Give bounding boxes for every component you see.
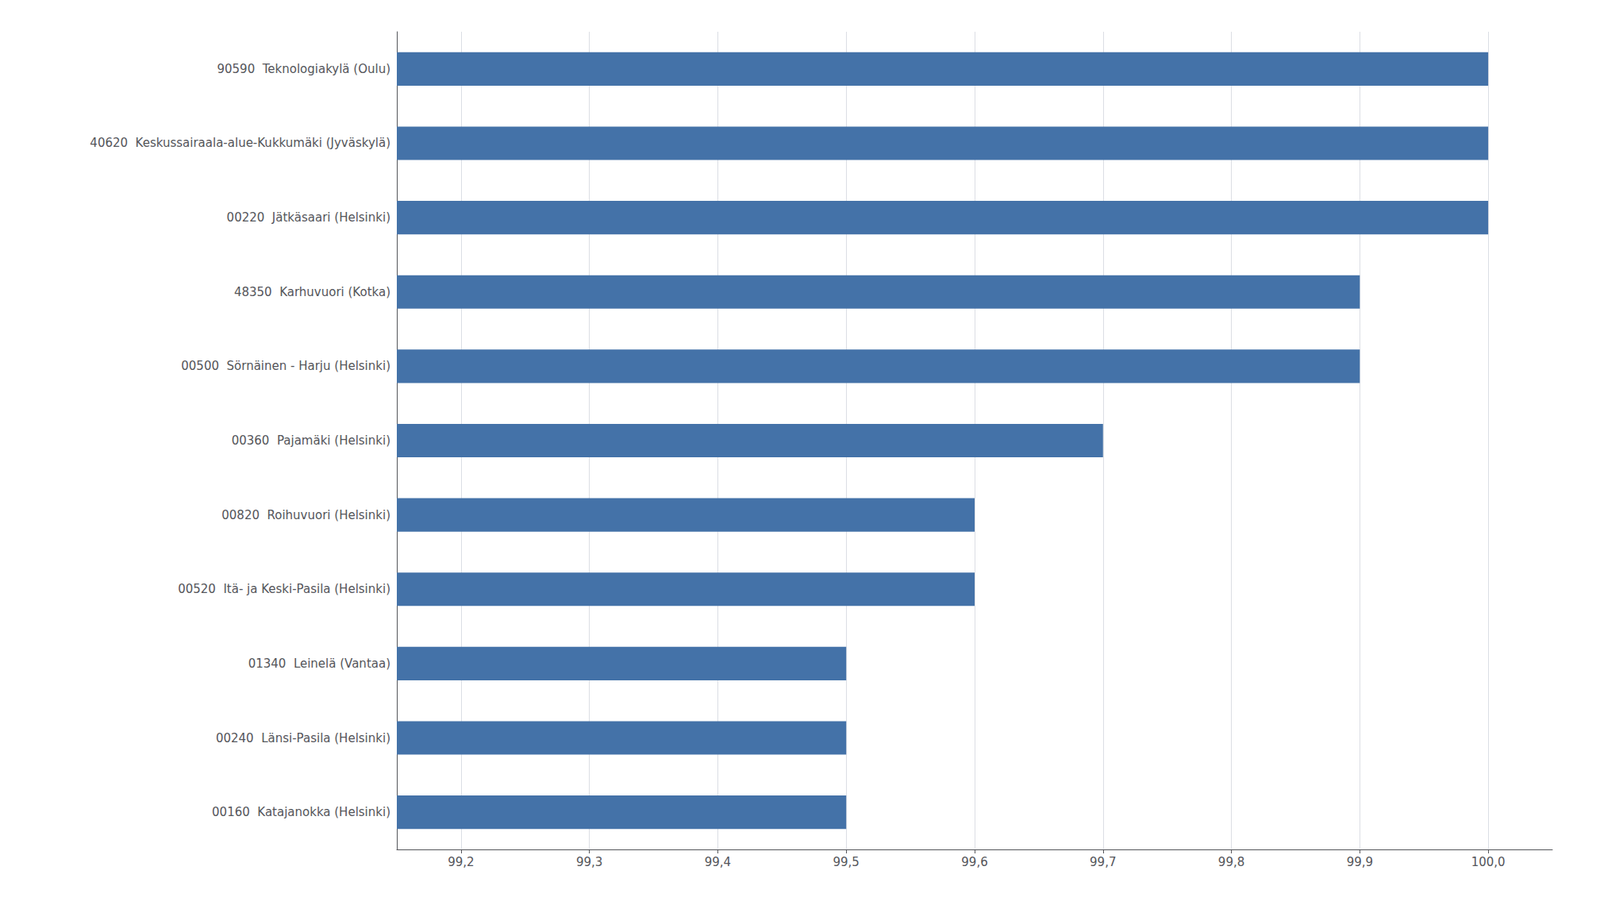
svg-text:40620 Keskussairaala-alue-Kuk: 40620 Keskussairaala-alue-Kukkumäki (Jyv… bbox=[89, 135, 391, 150]
svg-text:00520 Itä- ja Keski-Pasila (H: 00520 Itä- ja Keski-Pasila (Helsinki) bbox=[177, 581, 391, 597]
svg-text:99,5: 99,5 bbox=[833, 854, 860, 870]
svg-text:00820 Roihuvuori (Helsinki): 00820 Roihuvuori (Helsinki) bbox=[221, 507, 391, 523]
svg-text:99,7: 99,7 bbox=[1089, 854, 1116, 870]
svg-text:99,4: 99,4 bbox=[704, 854, 731, 870]
svg-text:48350 Karhuvuori (Kotka): 48350 Karhuvuori (Kotka) bbox=[234, 284, 391, 300]
svg-text:01340 Leinelä (Vantaa): 01340 Leinelä (Vantaa) bbox=[248, 656, 391, 671]
svg-text:00240 Länsi-Pasila (Helsinki): 00240 Länsi-Pasila (Helsinki) bbox=[215, 730, 391, 746]
svg-text:100,0: 100,0 bbox=[1471, 854, 1506, 870]
svg-text:99,8: 99,8 bbox=[1218, 854, 1245, 870]
svg-text:90590 Teknologiakylä (Oulu): 90590 Teknologiakylä (Oulu) bbox=[216, 61, 391, 77]
svg-text:00160 Katajanokka (Helsinki): 00160 Katajanokka (Helsinki) bbox=[211, 804, 391, 820]
svg-text:99,9: 99,9 bbox=[1346, 854, 1374, 870]
svg-text:00360 Pajamäki (Helsinki): 00360 Pajamäki (Helsinki) bbox=[231, 433, 391, 448]
svg-text:00500 Sörnäinen - Harju (Hels: 00500 Sörnäinen - Harju (Helsinki) bbox=[180, 358, 391, 374]
svg-text:99,6: 99,6 bbox=[961, 854, 988, 870]
svg-text:99,3: 99,3 bbox=[576, 854, 603, 870]
svg-text:99,2: 99,2 bbox=[447, 854, 474, 870]
svg-text:00220 Jätkäsaari (Helsinki): 00220 Jätkäsaari (Helsinki) bbox=[226, 210, 391, 225]
